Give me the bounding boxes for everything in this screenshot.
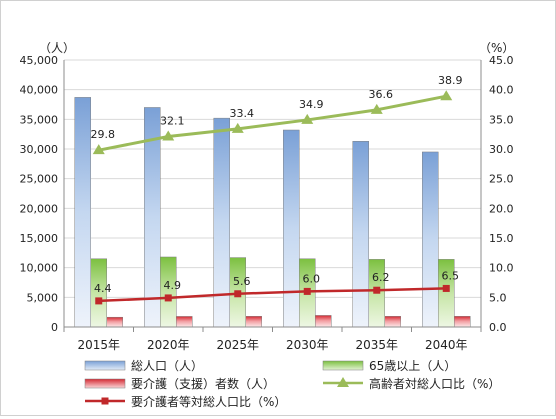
bar bbox=[245, 316, 262, 328]
line-marker bbox=[440, 90, 453, 101]
line-marker bbox=[301, 113, 314, 124]
bar bbox=[352, 141, 369, 328]
data-label: 29.8 bbox=[91, 128, 116, 141]
bars-layer bbox=[74, 97, 471, 328]
data-label: 38.9 bbox=[438, 74, 463, 87]
data-label: 4.4 bbox=[94, 282, 112, 295]
bar bbox=[454, 316, 471, 328]
line-marker bbox=[231, 122, 244, 133]
right-tick-label: 15.0 bbox=[489, 232, 514, 245]
line-marker bbox=[92, 144, 105, 155]
line-marker bbox=[234, 290, 242, 298]
right-tick-label: 40.0 bbox=[489, 84, 514, 97]
data-label: 6.5 bbox=[442, 269, 460, 282]
right-axis-unit: （%） bbox=[479, 41, 514, 55]
line-marker bbox=[442, 284, 450, 292]
data-label: 6.2 bbox=[372, 271, 390, 284]
lines-layer: 29.8 32.1 33.4 34.9 36.6 38.9 4.4 4.9 5.6 6.0 6.2 6… bbox=[91, 74, 463, 305]
legend-swatch bbox=[84, 378, 126, 389]
right-tick-label: 45.0 bbox=[489, 54, 514, 67]
right-tick-label: 5.0 bbox=[489, 291, 507, 304]
legend-label: 要介護者等対総人口比（%） bbox=[131, 394, 286, 409]
left-tick-label: 20,000 bbox=[20, 202, 59, 215]
x-tick-label: 2015年 bbox=[77, 338, 120, 352]
bar bbox=[160, 256, 177, 328]
left-tick-label: 5,000 bbox=[27, 291, 59, 304]
x-tick-label: 2035年 bbox=[355, 338, 398, 352]
left-tick-label: 45,000 bbox=[20, 54, 59, 67]
line-marker bbox=[95, 297, 103, 305]
left-tick-label: 40,000 bbox=[20, 84, 59, 97]
legend-marker bbox=[101, 397, 109, 405]
right-tick-label: 20.0 bbox=[489, 202, 514, 215]
legend: 総人口（人） 65歳以上（人） 要介護（支援）者数（人） 高齢者対総人口比（%） 要介護… bbox=[84, 359, 500, 409]
x-tick-label: 2020年 bbox=[147, 338, 190, 352]
left-tick-label: 30,000 bbox=[20, 143, 59, 156]
bar bbox=[176, 316, 193, 328]
legend-swatch bbox=[322, 360, 364, 371]
gridlines bbox=[64, 59, 481, 298]
legend-label: 65歳以上（人） bbox=[369, 359, 456, 373]
bar bbox=[106, 316, 123, 328]
line-marker bbox=[164, 294, 172, 302]
left-tick-label: 0 bbox=[51, 321, 58, 334]
right-tick-label: 30.0 bbox=[489, 143, 514, 156]
right-tick-label: 10.0 bbox=[489, 262, 514, 275]
data-label: 32.1 bbox=[160, 115, 185, 128]
line-marker bbox=[303, 287, 311, 295]
line-marker bbox=[162, 130, 175, 141]
x-tick-label: 2025年 bbox=[216, 338, 259, 352]
data-label: 33.4 bbox=[230, 107, 255, 120]
left-axis-unit: （人） bbox=[39, 41, 75, 55]
left-tick-label: 15,000 bbox=[20, 232, 59, 245]
right-tick-label: 0.0 bbox=[489, 321, 507, 334]
left-tick-label: 10,000 bbox=[20, 262, 59, 275]
data-label: 34.9 bbox=[299, 98, 324, 111]
bar bbox=[422, 151, 439, 328]
bar bbox=[74, 97, 91, 328]
left-tick-label: 25,000 bbox=[20, 173, 59, 186]
left-tick-label: 35,000 bbox=[20, 113, 59, 126]
series-line bbox=[98, 94, 447, 152]
legend-label: 総人口（人） bbox=[131, 359, 203, 373]
legend-label: 高齢者対総人口比（%） bbox=[369, 376, 500, 391]
x-tick-label: 2040年 bbox=[425, 338, 468, 352]
right-tick-label: 25.0 bbox=[489, 173, 514, 186]
right-tick-label: 35.0 bbox=[489, 113, 514, 126]
bar bbox=[315, 315, 332, 328]
data-label: 4.9 bbox=[164, 279, 182, 292]
data-label: 36.6 bbox=[369, 88, 394, 101]
data-label: 6.0 bbox=[303, 272, 321, 285]
data-label: 5.6 bbox=[233, 275, 251, 288]
line-marker bbox=[373, 286, 381, 294]
x-tick-label: 2030年 bbox=[286, 338, 329, 352]
line-marker bbox=[370, 103, 383, 114]
bar bbox=[283, 129, 300, 328]
legend-label: 要介護（支援）者数（人） bbox=[131, 376, 275, 391]
legend-swatch bbox=[84, 360, 126, 371]
series-line bbox=[98, 287, 447, 303]
legend-marker bbox=[337, 377, 349, 387]
axes-layer: 0 5,000 10,000 15,000 20,000 25,000 30,000 35,0… bbox=[20, 41, 515, 352]
bar bbox=[384, 316, 401, 328]
